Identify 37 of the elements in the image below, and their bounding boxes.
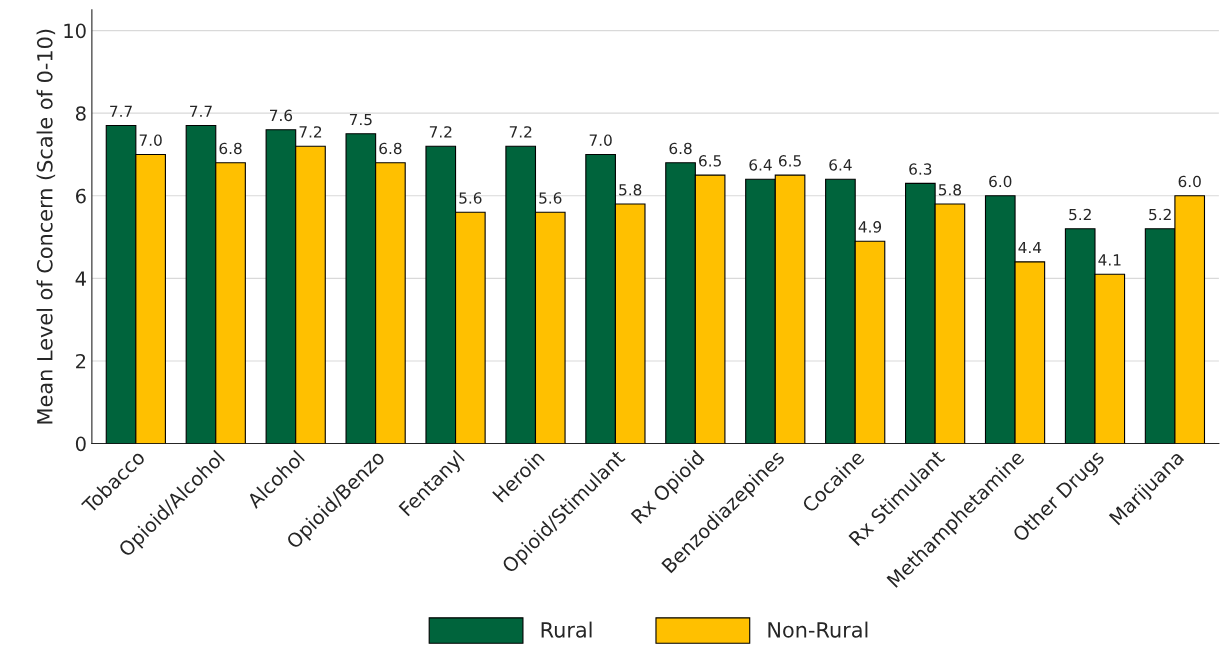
- data-label: 6.5: [778, 155, 801, 167]
- data-label: 5.8: [938, 183, 962, 196]
- data-label: 6.4: [749, 159, 772, 171]
- data-label: 4.1: [1098, 254, 1121, 266]
- data-label: 6.0: [1178, 175, 1201, 188]
- data-label: 7.0: [139, 134, 162, 146]
- y-tick-label: 10: [64, 23, 86, 39]
- data-label: 4.4: [1018, 241, 1042, 254]
- data-label: 7.2: [429, 126, 452, 138]
- y-tick-label: 2: [76, 353, 86, 369]
- y-axis-title: Mean Level of Concern (Scale of 0-10): [36, 29, 56, 424]
- data-label: 6.3: [909, 163, 932, 175]
- data-label: 5.8: [619, 183, 642, 196]
- data-label: 5.6: [539, 192, 562, 204]
- data-label: 5.6: [459, 192, 482, 204]
- y-tick-label: 8: [75, 106, 86, 121]
- legend-label: Non-Rural: [768, 621, 868, 638]
- data-label: 7.2: [509, 126, 532, 138]
- data-label: 6.0: [989, 175, 1012, 188]
- data-label: 6.8: [219, 142, 242, 155]
- data-label: 6.4: [829, 159, 852, 171]
- data-label: 4.9: [858, 221, 882, 233]
- data-label: 7.5: [349, 113, 372, 126]
- data-label: 7.0: [589, 134, 612, 146]
- y-tick-label: 0: [75, 436, 86, 452]
- data-label: 5.2: [1069, 208, 1091, 221]
- data-label: 7.7: [190, 105, 212, 117]
- y-tick-label: 6: [76, 188, 86, 204]
- data-label: 7.6: [270, 109, 293, 122]
- y-tick-label: 4: [75, 271, 86, 286]
- data-label: 5.2: [1149, 208, 1171, 221]
- data-label: 6.8: [379, 142, 402, 155]
- data-label: 6.5: [699, 155, 721, 167]
- data-label: 7.2: [299, 126, 322, 138]
- data-label: 6.8: [669, 142, 692, 155]
- data-label: 7.7: [110, 105, 132, 117]
- legend-label: Rural: [541, 621, 592, 638]
